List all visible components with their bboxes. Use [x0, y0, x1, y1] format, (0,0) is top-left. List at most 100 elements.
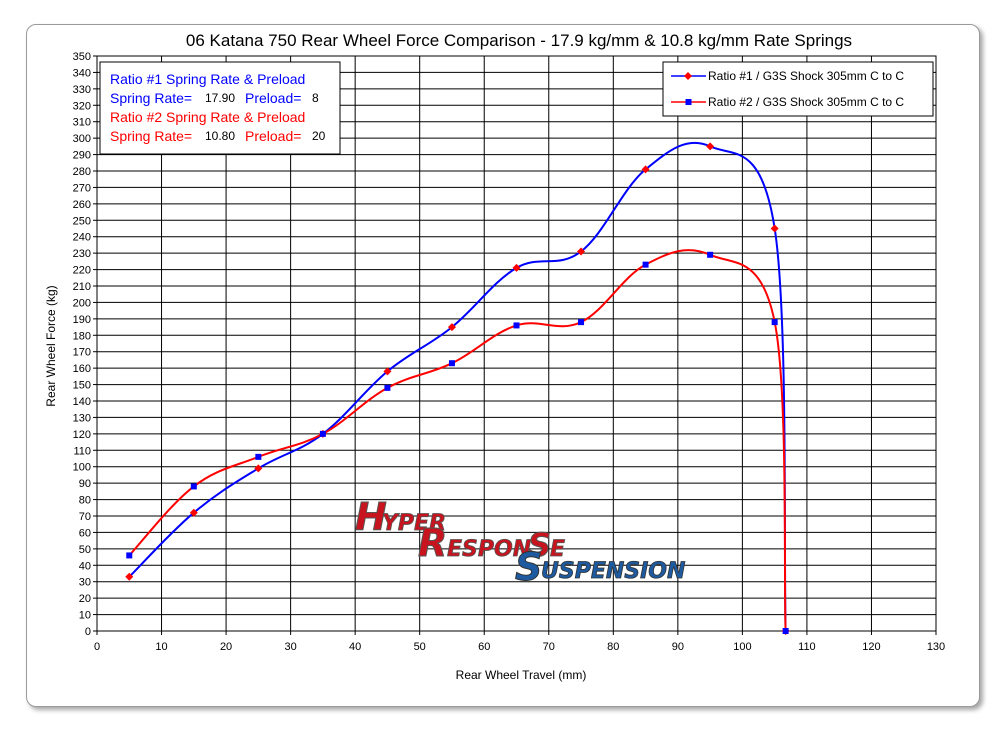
ratio1-rate-value: 17.90: [205, 91, 235, 105]
plot-border: [96, 55, 937, 632]
y-tick-label: 40: [79, 560, 91, 572]
series-1-point: [770, 224, 779, 233]
legend-label-1: Ratio #1 / G3S Shock 305mm C to C: [708, 69, 904, 83]
y-tick-label: 330: [73, 84, 91, 96]
y-tick-label: 250: [73, 215, 91, 227]
y-tick-label: 310: [73, 117, 91, 129]
axes: 0102030405060708090100110120130140150160…: [73, 51, 946, 653]
info-box-border: [99, 61, 341, 155]
ratio2-preload-label: Preload=: [245, 128, 301, 144]
series-1-point: [189, 508, 198, 517]
ratio2-rate-value: 10.80: [205, 129, 235, 143]
spring-info-box: Ratio #1 Spring Rate & Preload Spring Ra…: [99, 61, 341, 155]
x-tick-label: 50: [414, 641, 426, 653]
y-tick-label: 140: [73, 396, 91, 408]
y-tick-label: 190: [73, 314, 91, 326]
series-2-point: [707, 251, 714, 258]
logo-line-3: S: [515, 545, 542, 589]
legend: Ratio #1 / G3S Shock 305mm C to C Ratio …: [662, 61, 934, 117]
x-tick-label: 0: [94, 641, 100, 653]
series-1-point: [383, 367, 392, 376]
y-tick-label: 290: [73, 150, 91, 162]
logo-line-2d: E: [550, 537, 565, 562]
y-tick-label: 230: [73, 248, 91, 260]
brand-logo: H YPER R ESPON S E S USPENSION: [355, 495, 686, 590]
y-tick-label: 340: [73, 67, 91, 79]
series-1-point: [641, 165, 650, 174]
x-tick-label: 30: [284, 641, 296, 653]
legend-label-2: Ratio #2 / G3S Shock 305mm C to C: [708, 95, 904, 109]
x-tick-label: 90: [672, 641, 684, 653]
y-tick-label: 30: [79, 577, 91, 589]
series-1-point: [125, 572, 134, 581]
y-tick-label: 90: [79, 478, 91, 490]
series-2-point: [126, 552, 133, 559]
series-2-point: [319, 430, 326, 437]
ratio2-preload-value: 20: [312, 129, 326, 143]
series-2-point: [642, 261, 649, 268]
x-tick-label: 80: [607, 641, 619, 653]
y-tick-label: 110: [73, 445, 91, 457]
ratio2-rate-label: Spring Rate=: [110, 128, 192, 144]
legend-marker-2: [685, 99, 692, 105]
ratio1-preload-value: 8: [312, 91, 319, 105]
y-axis-label: Rear Wheel Force (kg): [44, 285, 58, 406]
series-2-point: [578, 319, 585, 326]
y-tick-label: 70: [79, 511, 91, 523]
y-tick-label: 60: [79, 527, 91, 539]
series-2-point: [782, 628, 789, 634]
x-tick-label: 20: [220, 641, 232, 653]
series-2-point: [190, 483, 197, 490]
y-tick-label: 170: [73, 347, 91, 359]
series-1-point: [577, 247, 586, 256]
y-tick-label: 120: [73, 429, 91, 441]
logo-line-1: H: [355, 495, 387, 539]
series-2-point: [771, 319, 778, 326]
x-tick-label: 130: [927, 641, 945, 653]
series-2-point: [448, 360, 455, 367]
y-tick-label: 180: [73, 330, 91, 342]
legend-border: [662, 61, 934, 117]
series-1-point: [447, 323, 456, 332]
x-tick-label: 100: [733, 641, 751, 653]
series-2-point: [513, 322, 520, 329]
series: [125, 141, 790, 635]
y-tick-label: 220: [73, 265, 91, 277]
y-tick-label: 240: [73, 232, 91, 244]
series-1-point: [254, 464, 263, 473]
ratio1-rate-label: Spring Rate=: [110, 90, 192, 106]
x-tick-label: 10: [155, 641, 167, 653]
ratio1-title: Ratio #1 Spring Rate & Preload: [110, 71, 305, 87]
legend-marker-1: [684, 72, 692, 80]
x-tick-label: 110: [798, 641, 816, 653]
logo-line-1b: YPER: [382, 511, 446, 536]
logo-line-2: R: [418, 521, 447, 565]
chart-title: 06 Katana 750 Rear Wheel Force Compariso…: [186, 31, 852, 50]
y-tick-label: 260: [73, 199, 91, 211]
y-tick-label: 10: [79, 610, 91, 622]
y-tick-label: 300: [73, 133, 91, 145]
logo-line-2b: ESPON: [447, 537, 531, 562]
series-1-point: [706, 142, 715, 151]
logo-line-2c: S: [528, 526, 551, 564]
x-tick-label: 70: [543, 641, 555, 653]
y-tick-label: 100: [73, 462, 91, 474]
x-tick-label: 60: [478, 641, 490, 653]
y-tick-label: 150: [73, 380, 91, 392]
y-tick-label: 80: [79, 495, 91, 507]
x-tick-label: 40: [349, 641, 361, 653]
x-tick-label: 120: [862, 641, 880, 653]
y-tick-label: 160: [73, 363, 91, 375]
y-tick-label: 270: [73, 182, 91, 194]
y-tick-label: 200: [73, 297, 91, 309]
y-tick-label: 0: [85, 626, 91, 638]
y-tick-label: 210: [73, 281, 91, 293]
series-2-point: [255, 453, 262, 460]
y-tick-label: 280: [73, 166, 91, 178]
series-2-point: [384, 384, 391, 391]
ratio1-preload-label: Preload=: [245, 90, 301, 106]
y-tick-label: 130: [73, 412, 91, 424]
ratio2-title: Ratio #2 Spring Rate & Preload: [110, 109, 305, 125]
y-tick-label: 50: [79, 544, 91, 556]
